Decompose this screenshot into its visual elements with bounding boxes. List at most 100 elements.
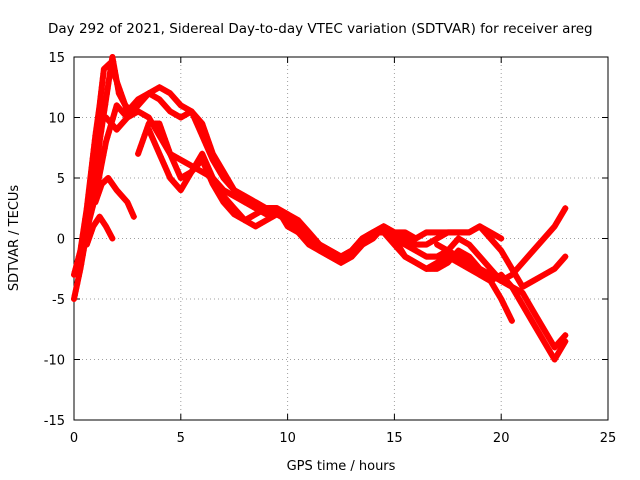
data-point: [207, 175, 214, 181]
data-point: [261, 206, 268, 213]
data-point: [502, 304, 509, 311]
data-point: [100, 152, 107, 159]
grid: [74, 57, 608, 420]
axis-ticks: [73, 56, 609, 421]
data-point: [411, 240, 418, 247]
data-point: [164, 143, 171, 150]
data-point: [85, 219, 92, 226]
data-point: [164, 168, 171, 175]
data-point: [169, 156, 176, 163]
data-point: [200, 124, 207, 131]
data-point: [507, 315, 514, 322]
data-point: [73, 284, 80, 291]
data-point: [165, 147, 172, 154]
data-point: [496, 234, 503, 241]
data-point: [101, 145, 108, 152]
y-tick-label: 5: [57, 172, 65, 187]
data-point: [117, 89, 124, 96]
data-point: [203, 165, 210, 172]
data-point: [168, 153, 175, 160]
y-tick-label: 15: [48, 51, 65, 66]
data-point: [157, 124, 164, 131]
y-tick-labels: -15 -10 -5 0 5 10 15: [44, 51, 65, 429]
data-point: [208, 147, 215, 154]
data-point: [99, 122, 106, 129]
data-point: [203, 131, 210, 138]
data-point: [422, 252, 429, 259]
chart-title: Day 292 of 2021, Sidereal Day-to-day VTE…: [48, 21, 593, 37]
data-point: [562, 338, 569, 345]
data-point: [562, 205, 569, 212]
data-point: [72, 265, 79, 272]
data-point: [175, 168, 182, 175]
y-tick-label: -10: [44, 354, 65, 369]
data-point: [171, 159, 178, 166]
data-point: [160, 159, 167, 166]
data-point: [130, 213, 137, 220]
data-point: [104, 134, 111, 141]
data-point: [137, 143, 144, 150]
data-point: [71, 296, 77, 302]
data-point: [157, 153, 164, 160]
data-point: [159, 128, 166, 135]
data-point: [486, 277, 493, 284]
data-point: [111, 111, 118, 118]
data-point: [140, 135, 147, 142]
data-point: [167, 150, 174, 157]
data-point: [155, 147, 162, 154]
data-point: [104, 85, 111, 92]
data-point: [97, 165, 104, 172]
data-point: [165, 171, 172, 178]
y-tick-label: -15: [44, 414, 65, 429]
data-point: [161, 162, 168, 169]
data-point: [89, 203, 96, 210]
data-point: [173, 165, 180, 172]
data-point: [163, 139, 170, 146]
x-tick-label: 0: [70, 431, 78, 446]
data-point: [71, 268, 78, 275]
data-point: [76, 250, 83, 257]
data-point: [205, 139, 212, 146]
data-point: [136, 147, 143, 154]
data-point: [499, 298, 506, 305]
data-point: [422, 230, 429, 237]
data-point: [147, 129, 154, 136]
x-tick-labels: 0 5 10 15 20 25: [70, 431, 616, 446]
y-tick-label: -5: [52, 293, 65, 308]
data-point: [201, 128, 208, 135]
data-point: [73, 262, 80, 269]
data-point: [504, 309, 511, 316]
y-axis-label: SDTVAR / TECUs: [7, 185, 22, 292]
data-point: [498, 296, 505, 302]
data-point: [75, 277, 82, 284]
data-point: [87, 214, 94, 221]
data-point: [116, 85, 123, 92]
data-point: [172, 162, 179, 169]
data-point: [496, 272, 503, 279]
data-point: [207, 143, 214, 150]
data-point: [153, 144, 160, 151]
data-point: [88, 209, 95, 216]
data-point: [103, 138, 110, 145]
data-point: [152, 141, 159, 148]
data-point: [74, 259, 81, 266]
data-point: [109, 54, 116, 60]
data-point: [96, 172, 103, 179]
data-point: [508, 317, 515, 324]
data-point: [106, 75, 113, 82]
x-tick-label: 10: [279, 431, 296, 446]
data-point: [200, 159, 207, 166]
data-point: [199, 150, 206, 157]
data-point: [84, 224, 91, 231]
data-point: [115, 81, 122, 88]
data-point: [498, 235, 505, 242]
data-point: [135, 150, 142, 157]
x-tick-label: 15: [386, 431, 403, 446]
data-point: [74, 280, 81, 287]
data-point: [71, 271, 77, 278]
data-point: [443, 230, 450, 237]
x-tick-label: 20: [493, 431, 510, 446]
data-point: [506, 312, 513, 319]
data-point: [148, 132, 155, 139]
data-point: [75, 273, 82, 280]
